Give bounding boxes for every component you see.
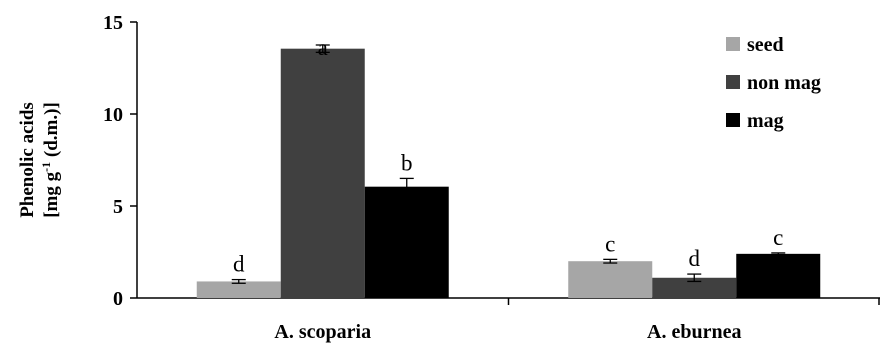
y-ticks: 0 5 10 15 <box>103 12 123 310</box>
x-category-label: A. eburnea <box>647 321 741 343</box>
significance-label: a <box>318 35 328 60</box>
error-bars <box>231 44 786 284</box>
y-axis-label-line1: Phenolic acids <box>17 102 38 218</box>
significance-labels: d a b c d c <box>233 35 783 277</box>
legend-label: non mag <box>747 72 821 94</box>
significance-label: b <box>401 150 413 175</box>
bar <box>568 261 653 298</box>
y-tick-label: 5 <box>113 196 123 218</box>
bar <box>652 277 737 298</box>
x-categories: A. scoparia A. eburnea <box>274 321 741 343</box>
y-tick-label: 0 <box>113 288 123 310</box>
significance-label: c <box>605 231 615 256</box>
bar <box>280 48 365 299</box>
significance-label: d <box>233 252 245 277</box>
legend-label: seed <box>747 34 784 56</box>
y-axis-label-unit-suffix: (d.m.)] <box>41 102 62 162</box>
legend: seed non mag mag <box>726 34 821 132</box>
y-axis-label-line2: [mg g-1 (d.m.)] <box>39 102 62 218</box>
legend-swatch <box>726 113 740 127</box>
legend-swatch <box>726 37 740 51</box>
significance-label: c <box>773 225 783 250</box>
bar <box>736 253 821 298</box>
x-category-label: A. scoparia <box>274 321 371 343</box>
y-tick-label: 10 <box>103 104 123 126</box>
significance-label: d <box>689 246 701 271</box>
bar <box>364 186 449 298</box>
legend-label: mag <box>747 110 784 132</box>
y-axis-label-unit-prefix: [mg g <box>41 171 62 217</box>
bar <box>196 281 281 298</box>
y-axis-label: Phenolic acids [mg g-1 (d.m.)] <box>17 102 62 218</box>
legend-swatch <box>726 75 740 89</box>
bars <box>196 48 821 299</box>
y-axis-label-unit-superscript: -1 <box>39 162 53 172</box>
y-tick-label: 15 <box>103 12 123 34</box>
